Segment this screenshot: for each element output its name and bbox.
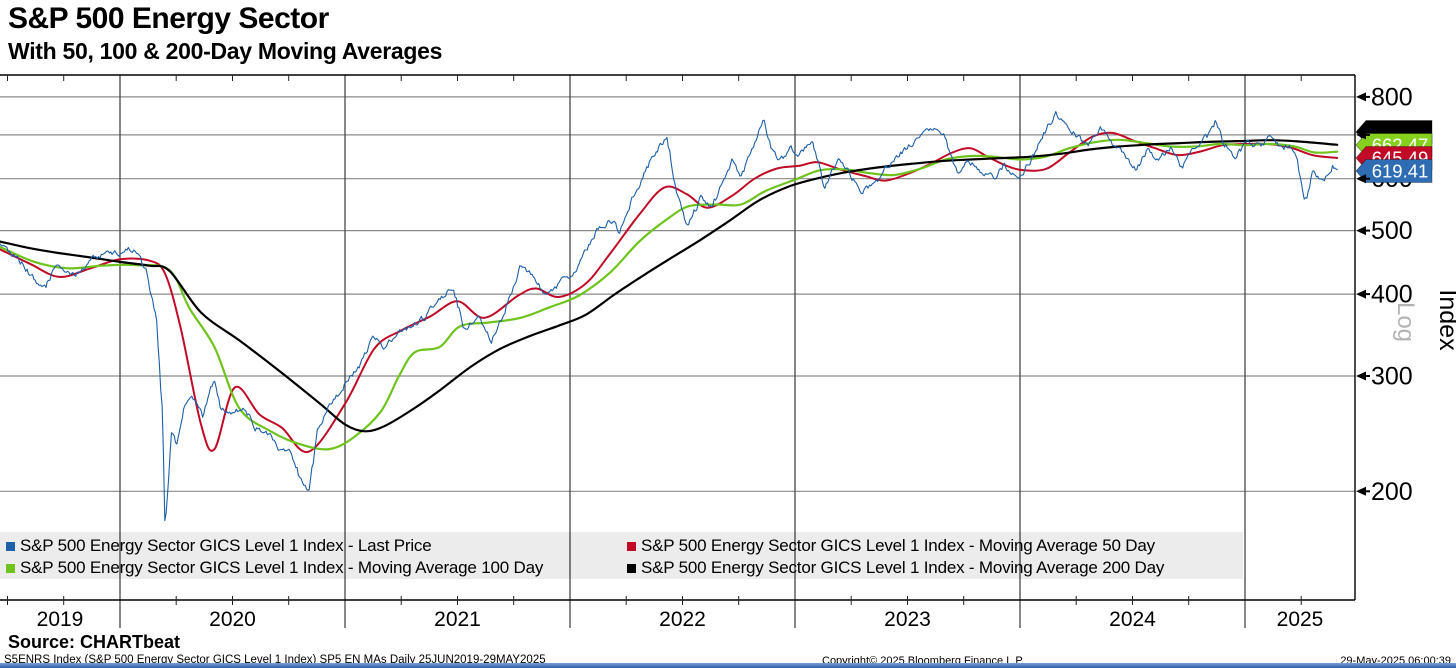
x-axis-labels: 2019 2020 2021 2022 2023 2024 2025 (37, 608, 1324, 631)
page-title: S&P 500 Energy Sector (8, 2, 329, 35)
ma-200-swatch-icon (627, 563, 636, 573)
legend-item-last-price[interactable]: S&P 500 Energy Sector GICS Level 1 Index… (6, 535, 432, 557)
y-tick-arrow-icon (1356, 371, 1366, 381)
bottom-accent-bar (0, 663, 1456, 668)
legend-label: S&P 500 Energy Sector GICS Level 1 Index… (641, 558, 1165, 577)
legend-label: S&P 500 Energy Sector GICS Level 1 Index… (20, 536, 432, 555)
legend-background (0, 532, 1243, 579)
x-tick-label: 2022 (659, 608, 706, 631)
y-tick-arrow-icon (1356, 226, 1366, 236)
page-subtitle: With 50, 100 & 200-Day Moving Averages (8, 38, 443, 64)
legend-label: S&P 500 Energy Sector GICS Level 1 Index… (641, 536, 1155, 555)
price-tag-last-price: 619.41 (1355, 159, 1433, 183)
legend-label: S&P 500 Energy Sector GICS Level 1 Index… (20, 558, 544, 577)
y-axis-tick-arrows (1356, 92, 1370, 496)
series-lines (0, 111, 1339, 522)
series-ma-50-line (0, 131, 1339, 453)
last-price-swatch-icon (6, 541, 15, 551)
x-tick-label: 2019 (37, 608, 84, 631)
y-tick-arrow-icon (1356, 289, 1366, 299)
x-tick-label: 2020 (209, 608, 256, 631)
y-tick-label: 400 (1371, 281, 1413, 309)
y-tick-label: 500 (1371, 217, 1413, 245)
ma-50-swatch-icon (627, 541, 636, 551)
plot-frame (0, 74, 1356, 601)
y-tick-label: 200 (1371, 478, 1413, 506)
legend-item-ma-50[interactable]: S&P 500 Energy Sector GICS Level 1 Index… (627, 535, 1155, 557)
legend-item-ma-200[interactable]: S&P 500 Energy Sector GICS Level 1 Index… (627, 557, 1164, 579)
axis-minor-ticks (7, 75, 1302, 605)
ma-100-swatch-icon (6, 563, 15, 573)
y-tick-arrow-icon (1356, 486, 1366, 496)
price-tag-value: 619.41 (1372, 161, 1429, 182)
x-tick-label: 2021 (434, 608, 481, 631)
series-ma-200-line (0, 139, 1339, 433)
x-tick-label: 2025 (1277, 608, 1324, 631)
index-axis-label: Index (1434, 289, 1456, 351)
x-tick-label: 2023 (884, 608, 931, 631)
series-last-price-line (0, 111, 1338, 522)
y-tick-arrow-icon (1356, 174, 1366, 184)
y-tick-label: 300 (1371, 363, 1413, 391)
y-tick-arrow-icon (1356, 130, 1366, 140)
log-scale-label[interactable]: Log (1392, 302, 1419, 342)
y-tick-label: 800 (1371, 83, 1413, 111)
legend-item-ma-100[interactable]: S&P 500 Energy Sector GICS Level 1 Index… (6, 557, 543, 579)
source-line: Source: CHARTbeat (8, 632, 181, 652)
y-tick-arrow-icon (1356, 92, 1366, 102)
x-tick-label: 2024 (1109, 608, 1156, 631)
